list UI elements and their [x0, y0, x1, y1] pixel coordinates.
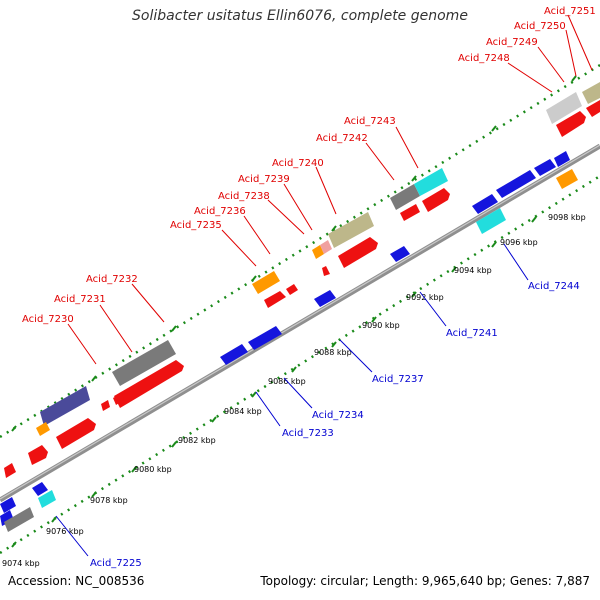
- gene-arrow: [390, 246, 410, 262]
- gene-label: Acid_7241: [446, 328, 498, 339]
- accession-text: Accession: NC_008536: [8, 574, 145, 588]
- gene-arrow: [586, 100, 600, 117]
- gene-arrow: [248, 326, 282, 350]
- forward-gene-labels: Acid_7230 Acid_7231 Acid_7232 Acid_7235 …: [22, 6, 596, 325]
- gene-box: [40, 386, 90, 426]
- gene-box: [4, 507, 34, 532]
- gene-label: Acid_7232: [86, 274, 138, 285]
- gene-arrow: [32, 482, 48, 496]
- tick-label: 9074 kbp: [2, 559, 40, 568]
- gene-box: [414, 168, 448, 196]
- tick-label: 9076 kbp: [46, 527, 84, 536]
- gene-box: [546, 92, 582, 124]
- reverse-genes: [0, 151, 578, 532]
- gene-arrow: [28, 445, 48, 465]
- gene-arrow: [338, 237, 378, 268]
- gene-box: [38, 490, 56, 508]
- gene-label: Acid_7237: [372, 374, 424, 385]
- gene-box: [328, 212, 374, 248]
- gene-label: Acid_7251: [544, 6, 596, 17]
- gene-label: Acid_7248: [458, 53, 510, 64]
- tick-label: 9082 kbp: [178, 436, 216, 445]
- gene-arrow: [101, 400, 110, 411]
- gene-label: Acid_7234: [312, 410, 364, 421]
- gene-box: [556, 169, 578, 189]
- tick-label: 9094 kbp: [454, 266, 492, 275]
- gene-arrow: [264, 291, 286, 308]
- gene-label: Acid_7250: [514, 21, 566, 32]
- gene-arrow: [4, 463, 16, 478]
- forward-ruler: [0, 63, 600, 439]
- gene-label: Acid_7233: [282, 428, 334, 439]
- gene-label: Acid_7235: [170, 220, 222, 231]
- gene-arrow: [113, 393, 124, 405]
- genome-backbone: [0, 143, 600, 503]
- gene-box: [390, 184, 420, 210]
- gene-arrow: [472, 194, 498, 214]
- gene-box: [112, 340, 176, 386]
- gene-label: Acid_7249: [486, 37, 538, 48]
- gene-arrow: [496, 170, 536, 198]
- forward-leaders: [67, 14, 593, 365]
- gene-box: [582, 82, 600, 104]
- gene-box: [320, 240, 332, 254]
- gene-label: Acid_7230: [22, 314, 74, 325]
- gene-arrow: [0, 510, 14, 526]
- gene-label: Acid_7231: [54, 294, 106, 305]
- gene-arrow: [534, 159, 556, 176]
- tick-label: 9092 kbp: [406, 293, 444, 302]
- gene-arrow: [554, 151, 570, 167]
- tick-label: 9090 kbp: [362, 321, 400, 330]
- gene-arrow: [0, 497, 16, 513]
- gene-box: [36, 422, 50, 436]
- tick-label: 9080 kbp: [134, 465, 172, 474]
- reverse-leaders: [55, 243, 529, 557]
- forward-genes: [4, 82, 600, 478]
- gene-box: [252, 271, 280, 294]
- gene-arrow: [314, 290, 336, 307]
- gene-label: Acid_7236: [194, 206, 246, 217]
- genome-summary: Topology: circular; Length: 9,965,640 bp…: [260, 574, 590, 588]
- gene-arrow: [220, 344, 248, 365]
- tick-label: 9084 kbp: [224, 407, 262, 416]
- gene-arrow: [556, 111, 586, 137]
- tick-label: 9096 kbp: [500, 238, 538, 247]
- tick-label: 9078 kbp: [90, 496, 128, 505]
- gene-arrow: [286, 284, 298, 295]
- gene-label: Acid_7244: [528, 281, 580, 292]
- gene-arrow: [400, 204, 420, 221]
- gene-label: Acid_7240: [272, 158, 324, 169]
- gene-label: Acid_7239: [238, 174, 290, 185]
- tick-labels: 9074 kbp 9076 kbp 9078 kbp 9080 kbp 9082…: [2, 213, 586, 568]
- gene-label: Acid_7243: [344, 116, 396, 127]
- gene-label: Acid_7225: [90, 558, 142, 569]
- map-title: Solibacter usitatus Ellin6076, complete …: [132, 8, 468, 24]
- gene-arrow: [322, 266, 330, 276]
- gene-label: Acid_7242: [316, 133, 368, 144]
- tick-label: 9088 kbp: [314, 348, 352, 357]
- gene-arrow: [114, 360, 184, 408]
- gene-arrow: [56, 418, 96, 449]
- tick-label: 9098 kbp: [548, 213, 586, 222]
- gene-arrow: [422, 188, 450, 212]
- gene-box: [312, 245, 324, 259]
- reverse-gene-labels: Acid_7225 Acid_7233 Acid_7234 Acid_7237 …: [90, 281, 580, 569]
- gene-box: [476, 208, 506, 234]
- gene-label: Acid_7238: [218, 191, 270, 202]
